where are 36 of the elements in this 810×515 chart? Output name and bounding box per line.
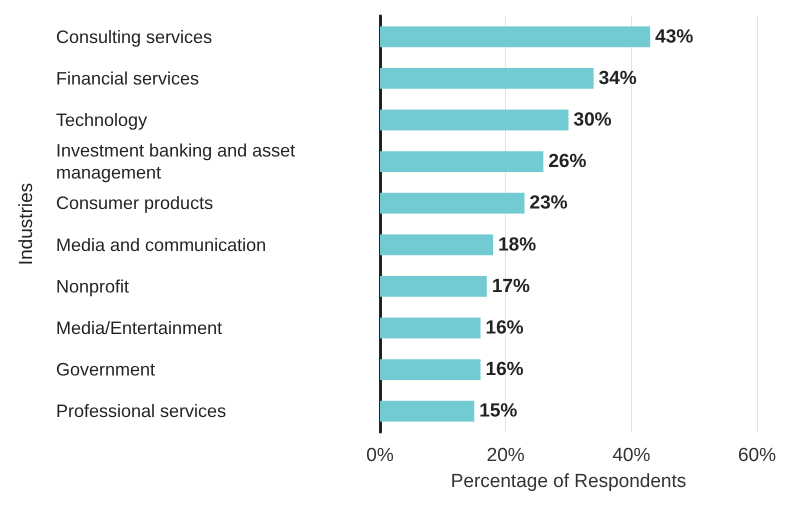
y-tick-label: Consumer products bbox=[56, 193, 214, 214]
x-tick-label: 60% bbox=[738, 445, 776, 466]
y-tick-label: Consulting services bbox=[56, 26, 212, 47]
data-label: 30% bbox=[574, 110, 612, 130]
bar bbox=[380, 234, 494, 256]
data-label: 16% bbox=[486, 359, 524, 380]
data-label: 17% bbox=[492, 276, 530, 297]
bar bbox=[380, 26, 650, 48]
bar bbox=[380, 400, 474, 422]
bar bbox=[380, 110, 568, 130]
y-tick-label: Financial services bbox=[56, 68, 200, 88]
y-tick-label: Nonprofit bbox=[56, 276, 130, 296]
data-label: 23% bbox=[530, 192, 568, 214]
data-label: 16% bbox=[486, 318, 524, 338]
y-tick-label: Media/Entertainment bbox=[56, 318, 222, 338]
bar bbox=[380, 68, 594, 89]
y-tick-label: Professional services bbox=[56, 401, 226, 422]
y-tick-label: Government bbox=[56, 360, 156, 380]
bar bbox=[380, 276, 487, 297]
y-tick-label: Media and communication bbox=[56, 234, 266, 255]
y-axis-title: Industries bbox=[16, 182, 37, 266]
x-tick-label: 0% bbox=[366, 445, 394, 466]
data-label: 18% bbox=[498, 234, 536, 256]
bar bbox=[380, 192, 525, 214]
data-label: 34% bbox=[598, 68, 637, 89]
y-tick-label: Investment banking and asset management bbox=[56, 140, 300, 183]
data-label: 26% bbox=[548, 151, 586, 172]
x-tick-label: 20% bbox=[486, 445, 525, 466]
x-tick-label: 40% bbox=[612, 445, 650, 466]
bar bbox=[380, 359, 481, 380]
bar bbox=[380, 151, 544, 172]
data-label: 43% bbox=[655, 26, 694, 48]
y-tick-label: Technology bbox=[56, 110, 148, 130]
bar bbox=[380, 318, 481, 338]
data-label: 15% bbox=[479, 400, 518, 422]
x-axis-title: Percentage of Respondents bbox=[450, 471, 686, 492]
